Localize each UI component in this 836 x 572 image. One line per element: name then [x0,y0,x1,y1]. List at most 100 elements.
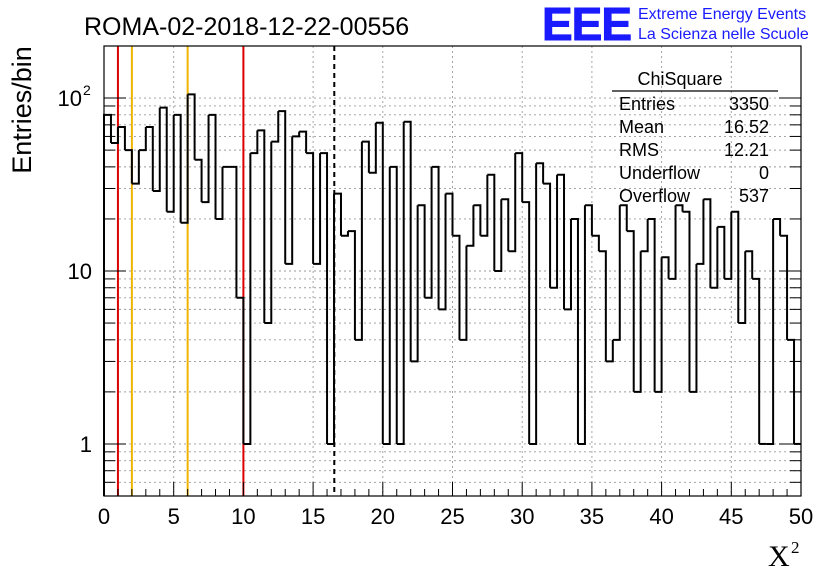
histogram-bin [445,192,454,236]
x-tick-label: 5 [168,504,180,529]
histogram-bin [313,153,322,265]
histogram-bin [710,226,719,289]
histogram-bin [145,126,154,192]
stats-row: Overflow 537 [619,186,769,206]
histogram-bin [724,211,733,280]
histogram-bin [194,158,203,203]
histogram-bin [536,162,545,184]
histogram-bin [327,193,336,445]
histogram-bin [668,205,677,280]
histogram-bin [612,205,621,341]
histogram-bin [264,141,273,325]
histogram-bin [473,204,482,236]
histogram-bin [494,199,503,272]
histogram-bin [110,127,119,144]
logo-mark: EEE [542,0,631,50]
x-tick-label: 15 [301,504,325,529]
histogram-bin [257,129,266,324]
histogram-bin [396,121,405,445]
histogram-bin [361,140,370,173]
histogram-bin [731,210,740,324]
histogram-bin [738,251,747,325]
histogram-bin [236,296,245,444]
histogram-bin [117,126,126,151]
y-tick-label: 10 [58,86,82,111]
histogram-bin [780,234,789,340]
histogram-bin [633,251,642,393]
histogram-bin [773,217,782,236]
y-axis-label: Entries/bin [7,46,37,174]
histogram-bin [410,205,419,363]
plot-frame [103,45,802,497]
x-tick-label: 35 [580,504,604,529]
x-tick-label: 40 [649,504,673,529]
histogram-bin [243,153,252,445]
histogram-bin [557,173,566,310]
stats-label: RMS [619,140,659,160]
histogram-bin [124,149,133,184]
histogram-bin [487,173,496,271]
stats-value: 0 [759,163,769,183]
histogram-bin [508,153,517,253]
histogram-bin [201,114,210,204]
histogram-bin [375,121,384,444]
histogram-bin [389,165,398,444]
stats-value: 537 [739,186,769,206]
histogram-bin [459,245,468,341]
stats-value: 12.21 [724,140,769,160]
y-tick-label: 1 [80,432,92,457]
stats-value: 16.52 [724,117,769,137]
histogram-bin [173,113,182,223]
histogram-bin [598,250,607,362]
stats-label: Mean [619,117,664,137]
stats-box-bg [608,69,786,205]
histogram-bin [647,217,656,392]
histogram-bin [640,218,649,253]
eee-logo: EEE Extreme Energy Events La Scienza nel… [542,0,809,51]
stats-label: Overflow [619,186,691,206]
x-tick-label: 50 [789,504,813,529]
histogram-bin [208,113,217,219]
histogram-bin [682,210,691,392]
stats-label: Underflow [619,163,701,183]
histogram-bin [501,198,510,252]
histogram-bin [382,166,391,445]
histogram-bin [229,165,238,298]
histogram-bin [368,122,377,174]
stats-row: Mean 16.52 [619,117,769,137]
stats-value: 3350 [729,94,769,114]
histogram-bin [438,193,447,311]
histogram-bin [417,204,426,298]
histogram-bin [703,198,712,288]
histogram-bin [306,152,315,264]
histogram-bin [159,106,168,212]
histogram-bin [138,127,147,152]
histogram [103,93,801,496]
histogram-bin [717,225,726,279]
histogram-bin [131,150,140,185]
histogram-bin [320,152,329,444]
histogram-bin [452,234,461,340]
histogram-bin [285,136,294,265]
histogram-bin [689,263,698,393]
histogram-bin [654,257,663,393]
histogram-bin [577,205,586,445]
histogram-bin [340,231,349,237]
histogram-bin [292,131,301,138]
stats-row: RMS 12.21 [619,140,769,160]
logo-line2: La Scienza nelle Scuole [638,26,809,43]
stats-label: Entries [619,94,675,114]
histogram-bin [605,339,614,363]
histogram-bin [570,217,579,444]
histogram-bin [152,107,161,193]
histogram-bin [661,256,670,279]
stats-box: ChiSquare Entries 3350 Mean 16.52 RMS 12… [608,69,786,206]
histogram-bin [187,93,196,160]
histogram-bin [166,114,175,213]
x-tick-label: 0 [98,504,110,529]
histogram-bin [334,192,342,236]
histogram-bin [403,120,412,362]
histogram-bin [522,201,531,444]
x-axis-label-sup: 2 [791,538,800,557]
